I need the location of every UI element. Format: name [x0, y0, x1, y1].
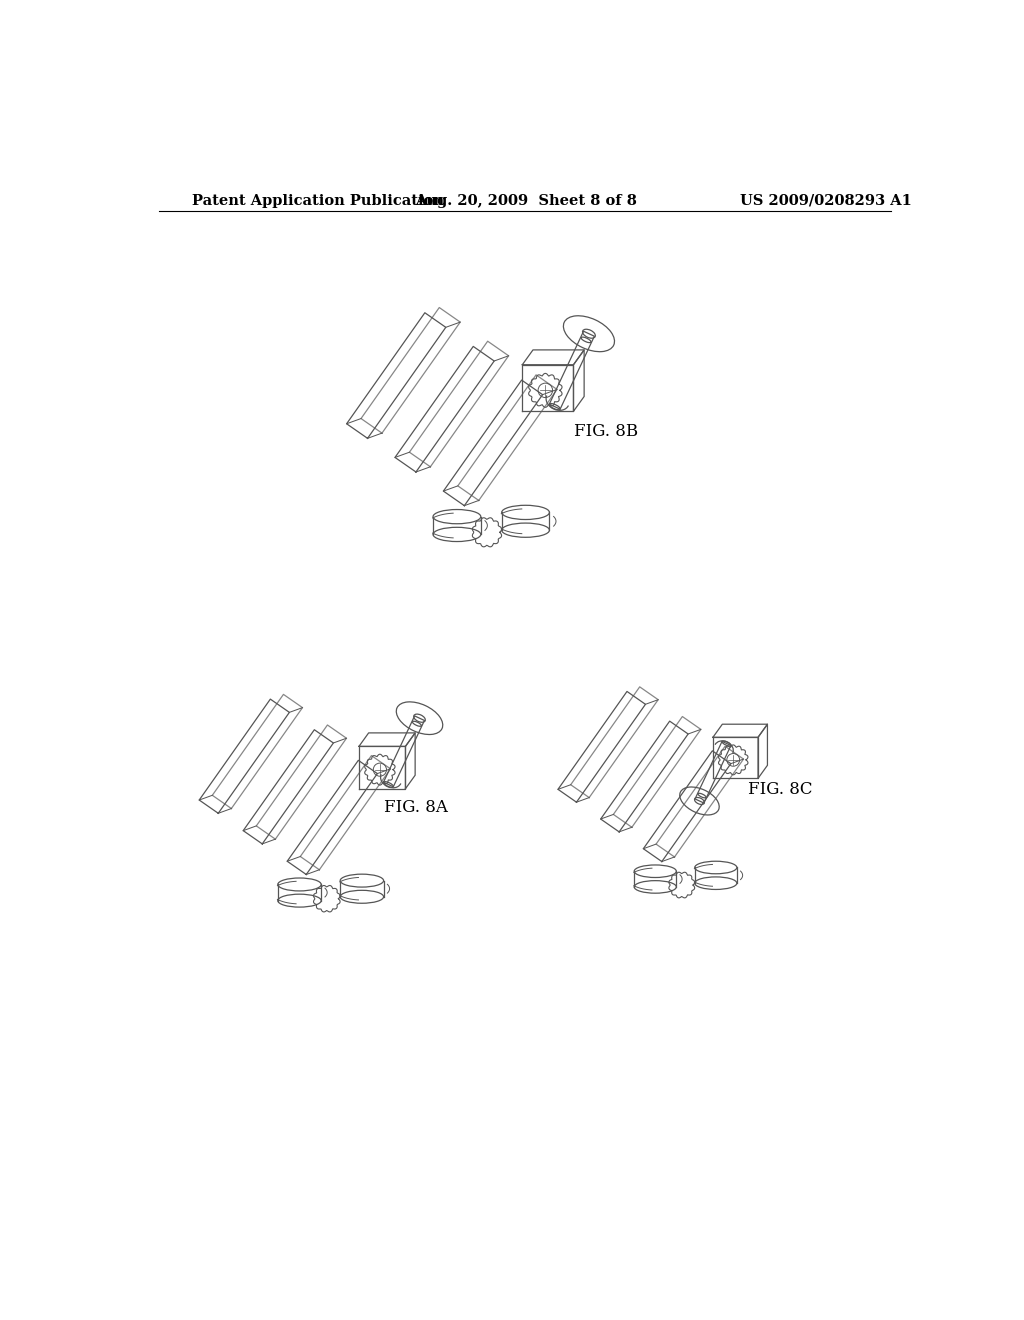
Text: FIG. 8A: FIG. 8A: [384, 799, 447, 816]
Text: US 2009/0208293 A1: US 2009/0208293 A1: [740, 194, 912, 207]
Text: Aug. 20, 2009  Sheet 8 of 8: Aug. 20, 2009 Sheet 8 of 8: [415, 194, 637, 207]
Text: Patent Application Publication: Patent Application Publication: [191, 194, 443, 207]
Text: FIG. 8C: FIG. 8C: [748, 781, 812, 799]
Text: FIG. 8B: FIG. 8B: [573, 424, 638, 441]
